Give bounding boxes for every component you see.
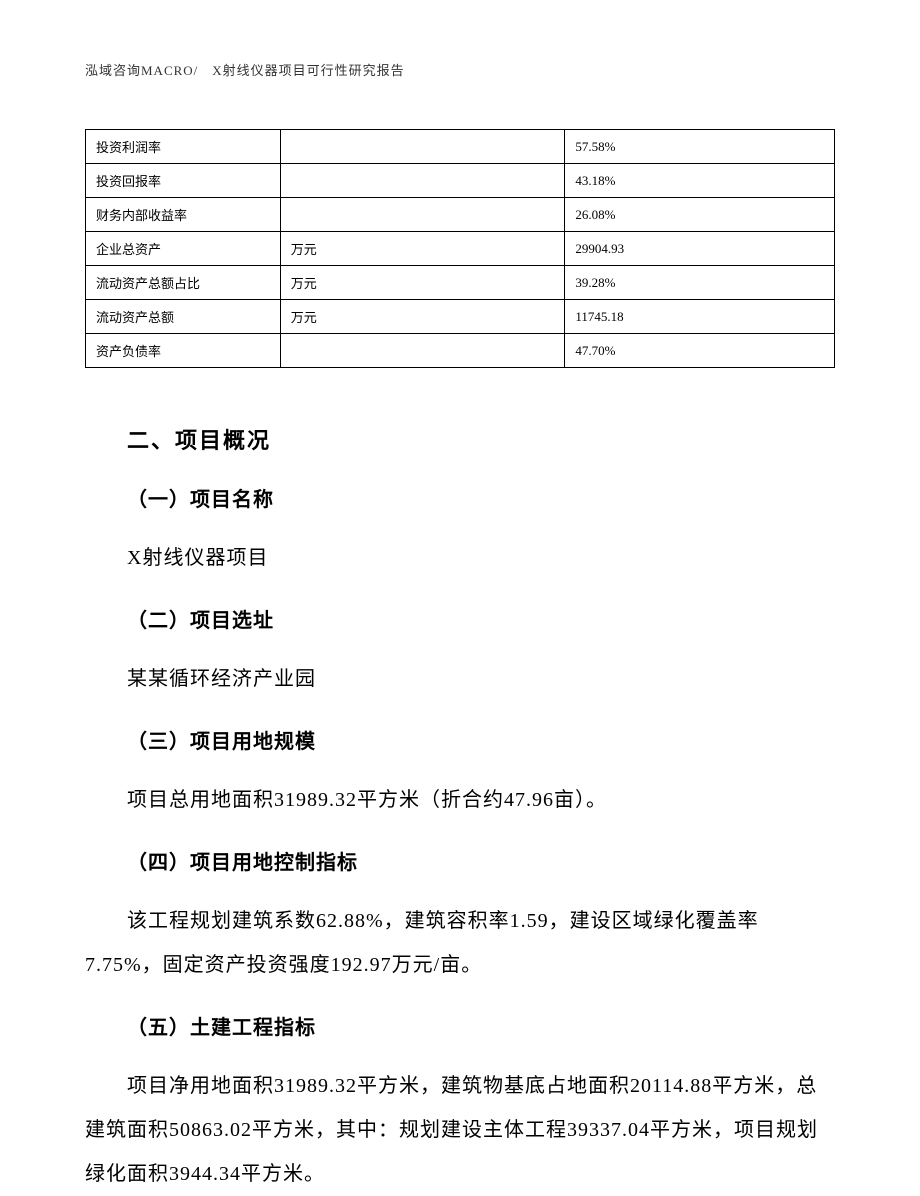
table-cell-value: 26.08% (565, 198, 835, 232)
table-row: 资产负债率 47.70% (86, 334, 835, 368)
table-row: 投资回报率 43.18% (86, 164, 835, 198)
table-body: 投资利润率 57.58% 投资回报率 43.18% 财务内部收益率 26.08%… (86, 130, 835, 368)
table-cell-unit: 万元 (280, 232, 565, 266)
table-row: 投资利润率 57.58% (86, 130, 835, 164)
table-cell-label: 投资回报率 (86, 164, 281, 198)
table-cell-value: 11745.18 (565, 300, 835, 334)
table-cell-unit (280, 164, 565, 198)
table-cell-unit (280, 130, 565, 164)
table-cell-unit: 万元 (280, 266, 565, 300)
table-cell-label: 投资利润率 (86, 130, 281, 164)
table-row: 流动资产总额 万元 11745.18 (86, 300, 835, 334)
table-cell-value: 57.58% (565, 130, 835, 164)
table-cell-value: 47.70% (565, 334, 835, 368)
financial-table: 投资利润率 57.58% 投资回报率 43.18% 财务内部收益率 26.08%… (85, 129, 835, 368)
table-cell-unit: 万元 (280, 300, 565, 334)
table-row: 财务内部收益率 26.08% (86, 198, 835, 232)
table-cell-value: 29904.93 (565, 232, 835, 266)
table-cell-value: 43.18% (565, 164, 835, 198)
sub-heading-1: （一）项目名称 (127, 483, 835, 512)
table-row: 流动资产总额占比 万元 39.28% (86, 266, 835, 300)
sub-heading-3: （三）项目用地规模 (127, 725, 835, 754)
body-text-5: 项目净用地面积31989.32平方米，建筑物基底占地面积20114.88平方米，… (85, 1064, 835, 1196)
table-cell-label: 流动资产总额占比 (86, 266, 281, 300)
table-cell-value: 39.28% (565, 266, 835, 300)
table-cell-label: 资产负债率 (86, 334, 281, 368)
sub-heading-4: （四）项目用地控制指标 (127, 846, 835, 875)
header-text: 泓域咨询MACRO/ X射线仪器项目可行性研究报告 (85, 63, 405, 78)
table-cell-label: 流动资产总额 (86, 300, 281, 334)
table-cell-label: 企业总资产 (86, 232, 281, 266)
body-text-3: 项目总用地面积31989.32平方米（折合约47.96亩）。 (127, 778, 835, 822)
table-cell-unit (280, 198, 565, 232)
table-row: 企业总资产 万元 29904.93 (86, 232, 835, 266)
sub-heading-2: （二）项目选址 (127, 604, 835, 633)
page-header: 泓域咨询MACRO/ X射线仪器项目可行性研究报告 (85, 60, 835, 79)
section-title: 二、项目概况 (127, 423, 835, 455)
table-cell-label: 财务内部收益率 (86, 198, 281, 232)
table-cell-unit (280, 334, 565, 368)
body-text-2: 某某循环经济产业园 (127, 657, 835, 701)
sub-heading-5: （五）土建工程指标 (127, 1011, 835, 1040)
body-text-4: 该工程规划建筑系数62.88%，建筑容积率1.59，建设区域绿化覆盖率7.75%… (85, 899, 835, 987)
body-text-1: X射线仪器项目 (127, 536, 835, 580)
